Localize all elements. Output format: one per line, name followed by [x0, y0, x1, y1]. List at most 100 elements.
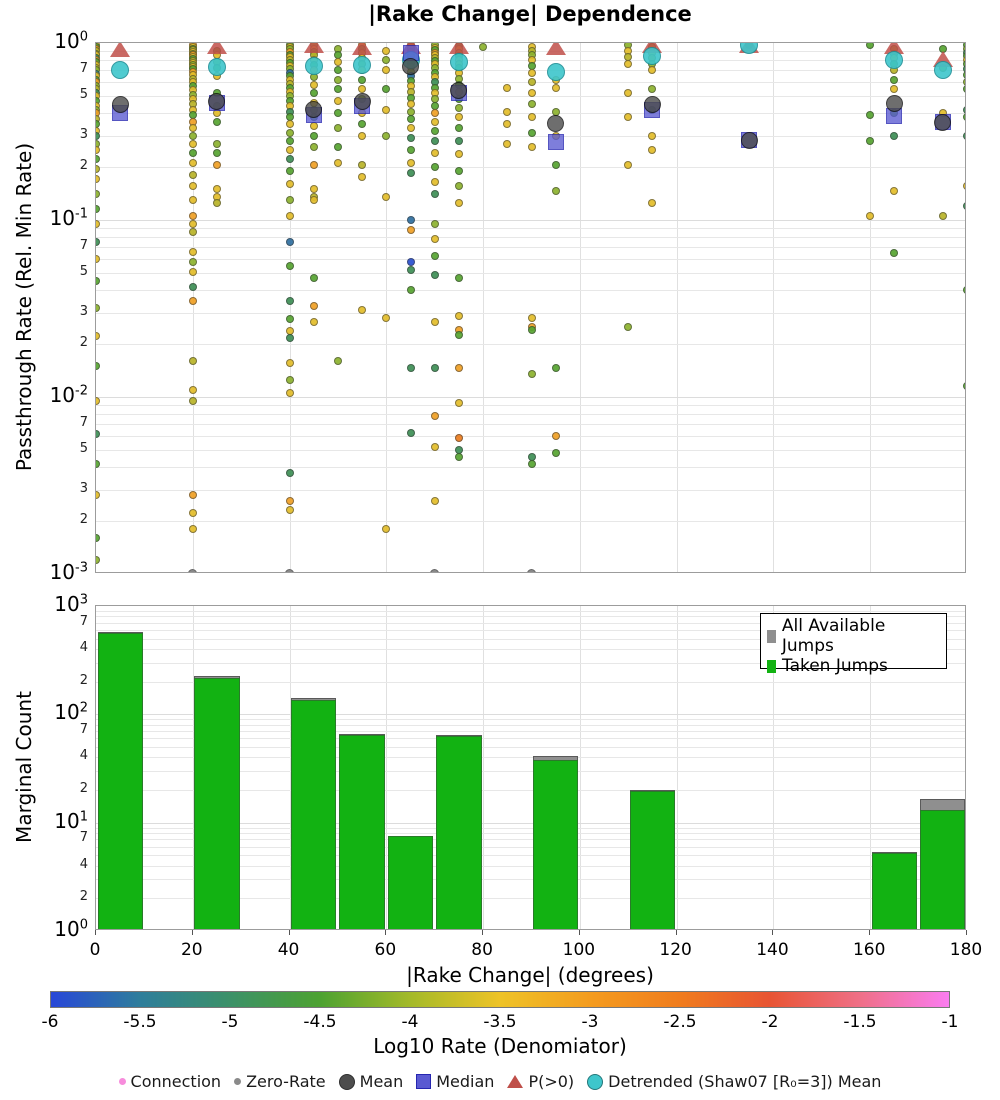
figure-title: |Rake Change| Dependence [368, 2, 692, 26]
scatter-point [309, 80, 318, 89]
gridline-minor [96, 467, 965, 469]
scatter-point [406, 168, 415, 177]
gridline-minor [96, 622, 965, 624]
scatter-point [648, 198, 657, 207]
scatter-point [96, 396, 100, 405]
gridline-minor [96, 259, 965, 261]
scatter-point [406, 225, 415, 234]
y-tick-label-minor: 4 [79, 640, 88, 656]
gridline-minor [96, 681, 965, 683]
legend-item-label: All Available Jumps [781, 616, 886, 656]
scatter-point [333, 97, 342, 106]
scatter-point [527, 313, 536, 322]
y-tick-label-major: 103 [54, 592, 88, 616]
scatter-point [333, 356, 342, 365]
scatter-point [188, 219, 197, 228]
x-tick-label: 80 [471, 940, 493, 960]
gridline-vertical [289, 43, 291, 572]
scatter-point [285, 375, 294, 384]
detrended-mean-marker [304, 57, 323, 76]
gridline-vertical [773, 43, 775, 572]
scatter-point [188, 509, 197, 518]
scatter-point [285, 145, 294, 154]
scatter-point [212, 160, 221, 169]
scatter-point [333, 109, 342, 118]
colorbar [50, 991, 950, 1008]
histogram-legend: All Available Jumps Taken Jumps [760, 613, 947, 676]
scatter-point [430, 190, 439, 199]
p-gt0-marker [110, 43, 131, 57]
legend-item: All Available Jumps [767, 616, 940, 656]
scatter-point [96, 145, 100, 154]
scatter-point [382, 192, 391, 201]
scatter-point [212, 184, 221, 193]
scatter-point [285, 496, 294, 505]
p-gt0-marker [206, 43, 227, 55]
gridline-minor [96, 898, 965, 900]
scatter-point [358, 75, 367, 84]
gridline-minor [96, 638, 965, 640]
p-gt0-marker [303, 43, 324, 54]
x-axis-label: |Rake Change| (degrees) [406, 963, 654, 987]
scatter-point [454, 113, 463, 122]
scatter-point [96, 255, 100, 264]
y-tick-label-minor: 4 [79, 748, 88, 764]
detrended-mean-marker [933, 61, 952, 80]
scatter-point [285, 389, 294, 398]
zero-rate-point [430, 569, 440, 572]
x-tick-mark [95, 930, 96, 935]
gridline-minor [96, 719, 965, 721]
y-tick-label-major: 10-2 [49, 383, 88, 407]
gridline-vertical [773, 606, 775, 929]
scatter-point [527, 369, 536, 378]
gridline-vertical [579, 606, 581, 929]
scatter-point [188, 139, 197, 148]
scatter-point [188, 396, 197, 405]
scatter-point [551, 449, 560, 458]
scatter-point [963, 382, 965, 391]
scatter-point [624, 322, 633, 331]
circle-marker-icon [338, 1073, 355, 1090]
scatter-point [963, 84, 965, 93]
y-tick-label-major: 101 [54, 808, 88, 833]
scatter-point [454, 433, 463, 442]
scatter-point [454, 182, 463, 191]
scatter-point [551, 364, 560, 373]
y-tick-label-minor: 2 [79, 334, 88, 350]
gridline-minor [96, 616, 965, 618]
mean-marker [450, 81, 468, 99]
scatter-point [333, 58, 342, 67]
x-tick-mark [385, 930, 387, 935]
scatter-point [285, 261, 294, 270]
marker-legend-label: Mean [359, 1072, 404, 1091]
marker-legend: Connection Zero-Rate Mean Median P(>0) Detren… [0, 1072, 1000, 1091]
triangle-marker-icon [507, 1075, 524, 1088]
scatter-point [285, 212, 294, 221]
gridline-minor [96, 839, 965, 841]
y-tick-label-minor: 2 [79, 889, 88, 905]
gridline-minor [96, 662, 965, 664]
scatter-point [188, 131, 197, 140]
scatter-point [648, 84, 657, 93]
scatter-point [430, 109, 439, 118]
scatter-point [285, 315, 294, 324]
scatter-point [309, 142, 318, 151]
all-available-jumps-swatch [767, 629, 776, 643]
scatter-point [551, 187, 560, 196]
scatter-point [624, 160, 633, 169]
mean-marker [402, 57, 420, 75]
scatter-point [503, 139, 512, 148]
gridline-minor [96, 827, 965, 829]
gridline-vertical [386, 606, 388, 929]
bar-taken-jumps [436, 736, 482, 929]
scatter-point [648, 131, 657, 140]
y-tick-label-minor: 4 [79, 856, 88, 872]
colorbar-tick-label: -1.5 [843, 1012, 877, 1032]
gridline-vertical [289, 606, 291, 929]
scatter-point [454, 399, 463, 408]
gridline-vertical [579, 43, 581, 572]
scatter-point [866, 111, 875, 120]
scatter-point [430, 235, 439, 244]
scatter-point [285, 136, 294, 145]
scatter-point [96, 205, 100, 214]
